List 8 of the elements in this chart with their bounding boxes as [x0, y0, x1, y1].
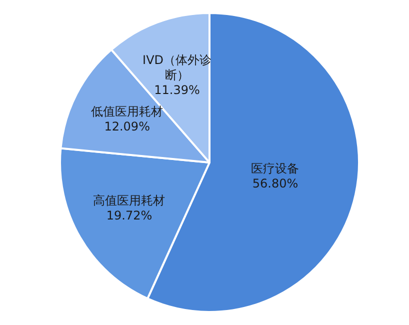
slice-label: 医疗设备 [251, 161, 300, 176]
data-label: 19.72% [106, 208, 152, 223]
data-label: 12.09% [104, 120, 150, 134]
data-label: 11.39% [154, 82, 200, 97]
slice-label: IVD（体外诊断） [142, 52, 212, 82]
slice-label: 高值医用耗材 [93, 194, 166, 208]
data-label: 56.80% [252, 176, 298, 190]
slice-label: 低值医用耗材 [91, 104, 164, 119]
